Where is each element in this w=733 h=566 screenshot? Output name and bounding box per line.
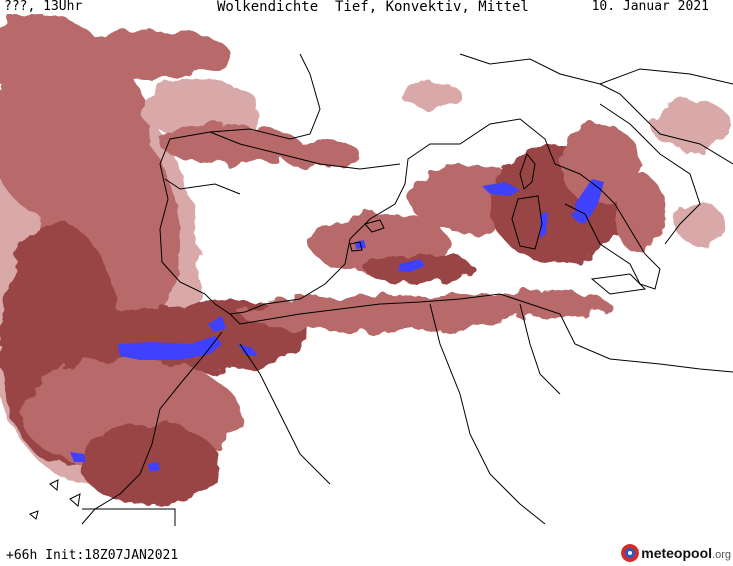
logo-tld: .org [712, 548, 731, 561]
forecast-date: 10. Januar 2021 [591, 0, 709, 14]
model-run-label: +66h Init:18Z07JAN2021 [6, 548, 179, 563]
logo-name: meteopool [641, 545, 713, 561]
meteopool-logo[interactable]: meteopool .org [621, 542, 731, 564]
cloud-density-layer [0, 14, 730, 504]
logo-icon [621, 544, 640, 562]
forecast-time-label: ???, 13Uhr [4, 0, 83, 14]
coastlines [29, 53, 733, 526]
convective-cells [70, 179, 604, 472]
map-title: Wolkendichte Tief, Konvektiv, Mittel [217, 0, 529, 15]
weather-map [0, 14, 733, 526]
